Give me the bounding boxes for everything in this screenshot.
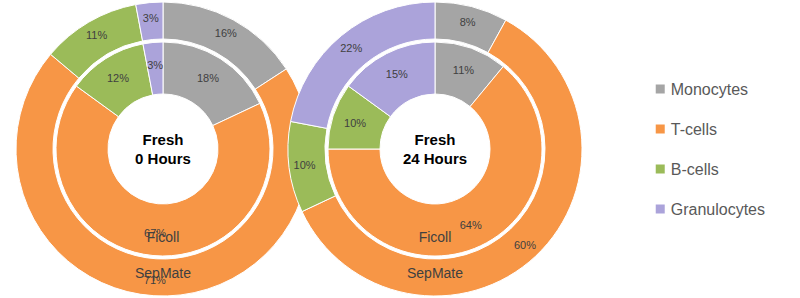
svg-text:10%: 10%: [294, 159, 316, 171]
svg-text:T-cells: T-cells: [671, 121, 717, 138]
svg-text:8%: 8%: [460, 16, 476, 28]
svg-text:Ficoll: Ficoll: [419, 229, 452, 245]
svg-text:Granulocytes: Granulocytes: [671, 201, 765, 218]
svg-text:24 Hours: 24 Hours: [403, 150, 467, 167]
svg-text:3%: 3%: [147, 59, 163, 71]
svg-text:SepMate: SepMate: [407, 265, 463, 281]
svg-text:12%: 12%: [107, 72, 129, 84]
svg-text:60%: 60%: [514, 239, 536, 251]
svg-text:0 Hours: 0 Hours: [135, 150, 191, 167]
svg-text:Monocytes: Monocytes: [671, 81, 748, 98]
svg-text:11%: 11%: [86, 29, 107, 41]
svg-text:Fresh: Fresh: [415, 131, 456, 148]
svg-text:64%: 64%: [460, 219, 482, 231]
svg-text:Fresh: Fresh: [143, 131, 184, 148]
svg-text:Ficoll: Ficoll: [147, 229, 180, 245]
svg-text:SepMate: SepMate: [135, 265, 191, 281]
svg-text:16%: 16%: [215, 27, 237, 39]
svg-text:18%: 18%: [197, 72, 219, 84]
svg-text:10%: 10%: [344, 117, 366, 129]
svg-text:22%: 22%: [340, 42, 362, 54]
svg-text:3%: 3%: [143, 12, 159, 24]
svg-text:B-cells: B-cells: [671, 161, 719, 178]
svg-text:11%: 11%: [453, 64, 474, 76]
svg-text:15%: 15%: [386, 68, 408, 80]
